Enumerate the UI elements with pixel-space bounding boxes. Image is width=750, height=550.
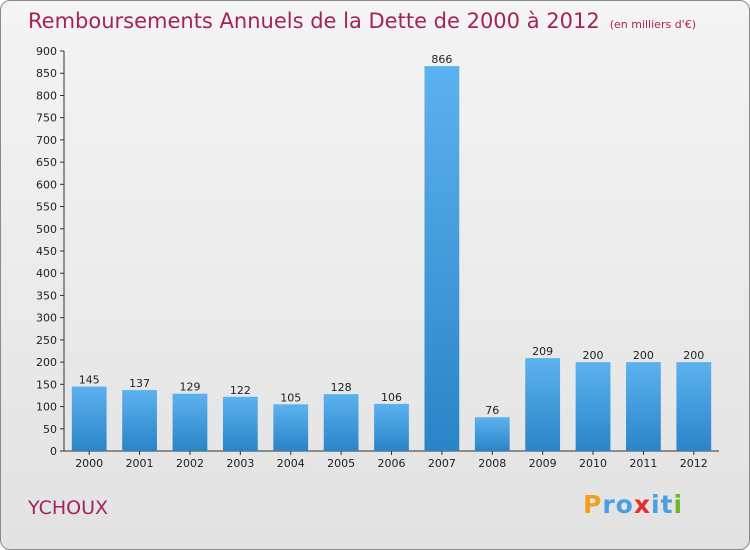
chart-axes: 0 50 100 150 200 250 300 350 400 450 500 550 600 650 7… [36, 45, 719, 458]
x-tick-label: 2012 [680, 457, 708, 470]
y-tick-label: 0 [50, 445, 57, 458]
logo-letter: x [633, 490, 651, 519]
logo-letter: P [583, 490, 603, 519]
bar [676, 362, 712, 451]
bar [71, 386, 107, 451]
chart-labels: 145 2000 137 2001 129 2002 122 2003 105 2004 128 20… [75, 53, 708, 470]
x-tick-label: 2009 [529, 457, 557, 470]
bar-value-label: 122 [230, 384, 251, 397]
bar [222, 396, 258, 451]
x-tick-label: 2005 [327, 457, 355, 470]
bar-value-label: 76 [485, 404, 499, 417]
y-tick-label: 500 [36, 223, 57, 236]
y-tick-label: 800 [36, 89, 57, 102]
y-tick-label: 100 [36, 401, 57, 414]
bar-value-label: 200 [633, 349, 654, 362]
bar [474, 417, 510, 451]
bar [323, 394, 359, 451]
y-tick-label: 400 [36, 267, 57, 280]
bar-value-label: 129 [179, 381, 200, 394]
x-tick-label: 2001 [126, 457, 154, 470]
bar-value-label: 106 [381, 391, 402, 404]
chart-title: Remboursements Annuels de la Dette de 20… [28, 9, 696, 33]
bar-value-label: 200 [583, 349, 604, 362]
bar-value-label: 145 [79, 374, 100, 387]
bar-value-label: 105 [280, 391, 301, 404]
bar [575, 362, 611, 451]
city-name: YCHOUX [28, 497, 108, 519]
bar-value-label: 128 [331, 381, 352, 394]
x-tick-label: 2002 [176, 457, 204, 470]
x-tick-label: 2011 [629, 457, 657, 470]
bar-value-label: 866 [431, 53, 452, 66]
x-tick-label: 2010 [579, 457, 607, 470]
chart-title-text: Remboursements Annuels de la Dette de 20… [28, 9, 600, 33]
bar [424, 66, 460, 451]
proxiti-logo: Proxiti [583, 490, 683, 519]
logo-letter: i [673, 490, 684, 519]
y-tick-label: 350 [36, 289, 57, 302]
bar [122, 390, 157, 451]
logo-letter: r [602, 490, 616, 519]
bar-value-label: 137 [129, 377, 150, 390]
y-tick-label: 550 [36, 201, 57, 214]
x-tick-label: 2000 [75, 457, 103, 470]
y-tick-label: 700 [36, 134, 57, 147]
y-tick-label: 250 [36, 334, 57, 347]
y-tick-label: 200 [36, 356, 57, 369]
y-tick-label: 900 [36, 45, 57, 58]
logo-letter: t [660, 490, 674, 519]
logo-letter: o [615, 490, 634, 519]
y-tick-label: 300 [36, 312, 57, 325]
y-tick-label: 850 [36, 67, 57, 80]
x-tick-label: 2008 [478, 457, 506, 470]
x-tick-label: 2004 [277, 457, 305, 470]
bar [525, 358, 561, 451]
logo-letter: i [651, 490, 661, 519]
x-tick-label: 2003 [226, 457, 254, 470]
y-tick-label: 650 [36, 156, 57, 169]
y-tick-label: 50 [43, 423, 57, 436]
x-tick-label: 2006 [378, 457, 406, 470]
y-tick-label: 600 [36, 178, 57, 191]
bar [273, 404, 309, 451]
bar [374, 403, 409, 451]
chart-bars [71, 66, 712, 451]
y-tick-label: 750 [36, 112, 57, 125]
y-tick-label: 450 [36, 245, 57, 258]
bar-value-label: 200 [683, 349, 704, 362]
x-tick-label: 2007 [428, 457, 456, 470]
bar-value-label: 209 [532, 345, 553, 358]
bar [626, 362, 661, 451]
bar [172, 393, 208, 451]
chart-unit-label: (en milliers d'€) [609, 18, 696, 31]
y-tick-label: 150 [36, 378, 57, 391]
